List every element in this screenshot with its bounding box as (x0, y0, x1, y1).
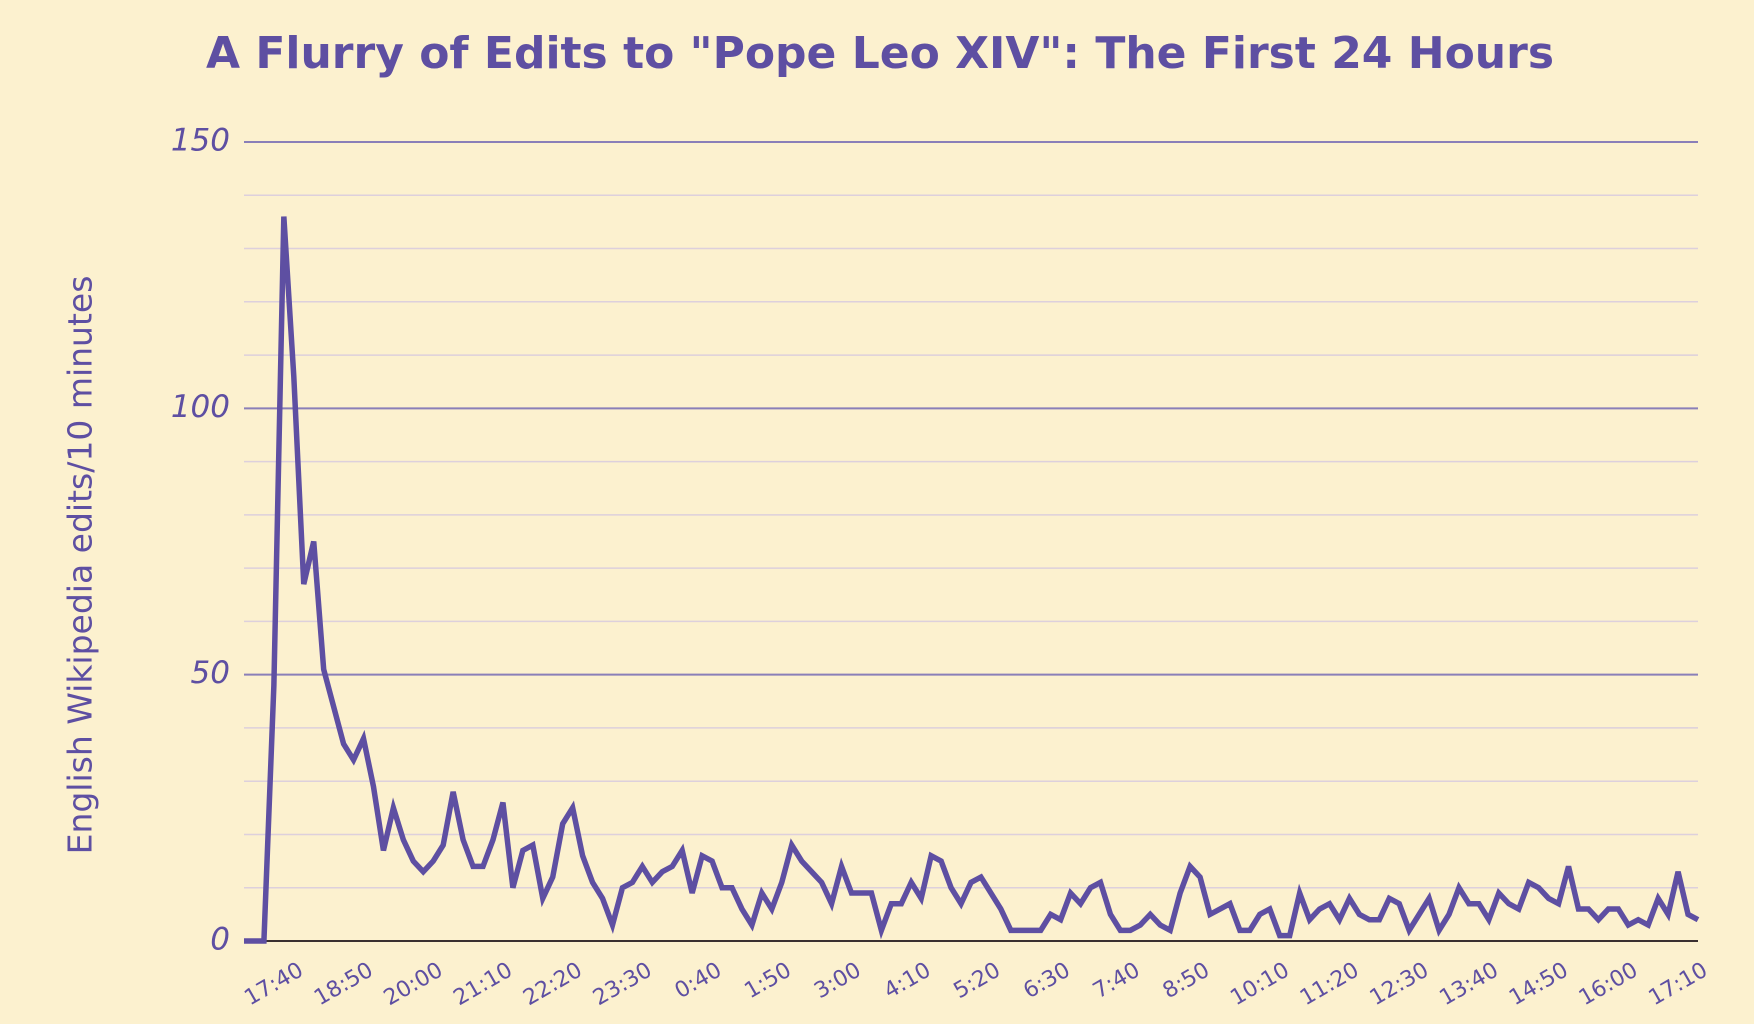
y-tick-label: 50 (191, 655, 230, 691)
x-tick-label: 8:50 (1159, 958, 1214, 1004)
line (244, 216, 1700, 944)
x-tick-label: 6:30 (1019, 958, 1074, 1004)
x-tick-label: 16:00 (1575, 958, 1642, 1011)
x-tick-label: 22:20 (519, 958, 586, 1011)
x-tick-label: 7:40 (1089, 958, 1144, 1004)
y-tick-label: 100 (171, 389, 230, 425)
chart-title: A Flurry of Edits to "Pope Leo XIV": The… (206, 28, 1554, 79)
x-tick-label: 5:20 (950, 958, 1005, 1004)
x-tick-label: 1:50 (740, 958, 795, 1004)
x-tick-label: 12:30 (1366, 958, 1433, 1011)
y-tick-label: 150 (171, 123, 230, 159)
x-tick-label: 18:50 (310, 958, 377, 1011)
x-tick-label: 11:20 (1296, 958, 1363, 1011)
x-tick-label: 20:00 (380, 958, 447, 1011)
y-axis-label: English Wikipedia edits/10 minutes (61, 276, 100, 855)
x-tick-label: 10:10 (1226, 958, 1293, 1011)
x-tick-label: 17:40 (240, 958, 307, 1011)
x-tick-label: 21:10 (450, 958, 517, 1011)
x-tick-label: 0:40 (671, 958, 726, 1004)
x-tick-label: 14:50 (1505, 958, 1572, 1011)
x-tick-label: 13:40 (1435, 958, 1502, 1011)
x-tick-label: 4:10 (880, 958, 935, 1004)
y-tick-label: 0 (210, 922, 230, 958)
x-tick-label: 3:00 (810, 958, 865, 1004)
x-tick-label: 17:10 (1645, 958, 1712, 1011)
x-tick-label: 23:30 (589, 958, 656, 1011)
